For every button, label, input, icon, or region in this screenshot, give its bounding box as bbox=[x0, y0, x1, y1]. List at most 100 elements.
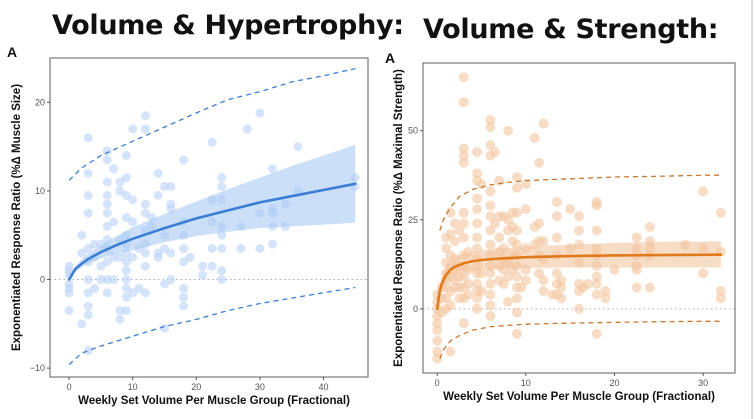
hypertrophy-data-point bbox=[102, 257, 112, 267]
hypertrophy-data-point bbox=[96, 261, 106, 271]
hypertrophy-data-point bbox=[115, 186, 125, 196]
strength-data-point bbox=[644, 221, 655, 232]
strength-data-point bbox=[445, 300, 456, 311]
strength-data-point bbox=[458, 157, 469, 168]
strength-prediction-lower bbox=[439, 320, 721, 359]
strength-data-point bbox=[485, 200, 496, 211]
hypertrophy-data-point bbox=[207, 244, 217, 254]
hypertrophy-data-point bbox=[236, 244, 246, 254]
strength-data-point bbox=[520, 179, 531, 190]
hypertrophy-data-point bbox=[83, 275, 93, 285]
strength-y-tick-label: 0 bbox=[413, 304, 418, 314]
strength-data-point bbox=[511, 307, 522, 318]
hypertrophy-data-point bbox=[121, 275, 131, 285]
hypertrophy-data-point bbox=[109, 275, 119, 285]
strength-data-point bbox=[472, 303, 483, 314]
strength-data-point bbox=[485, 115, 496, 126]
strength-data-point bbox=[485, 239, 496, 250]
hypertrophy-data-point bbox=[102, 288, 112, 298]
strength-data-point bbox=[445, 229, 456, 240]
hypertrophy-data-point bbox=[64, 261, 74, 271]
hypertrophy-data-point bbox=[102, 199, 112, 209]
hypertrophy-data-point bbox=[140, 208, 150, 218]
strength-x-tick-label: 0 bbox=[435, 378, 440, 388]
strength-data-point bbox=[485, 186, 496, 197]
strength-data-point bbox=[458, 143, 469, 154]
strength-data-point bbox=[449, 236, 460, 247]
hypertrophy-data-point bbox=[83, 288, 93, 298]
strength-data-point bbox=[472, 218, 483, 229]
strength-data-point bbox=[458, 218, 469, 229]
hypertrophy-data-point bbox=[179, 244, 189, 254]
strength-data-point bbox=[503, 271, 514, 282]
hypertrophy-data-point bbox=[77, 319, 87, 329]
strength-x-tick-label: 10 bbox=[521, 378, 531, 388]
strength-data-point bbox=[476, 268, 487, 279]
hypertrophy-x-tick-label: 40 bbox=[318, 382, 328, 392]
strength-x-tick-label: 20 bbox=[609, 378, 619, 388]
strength-data-point bbox=[529, 132, 540, 143]
hypertrophy-data-point bbox=[255, 108, 265, 118]
strength-data-point bbox=[551, 211, 562, 222]
strength-data-point bbox=[551, 268, 562, 279]
strength-data-point bbox=[600, 286, 611, 297]
strength-data-point bbox=[472, 168, 483, 179]
hypertrophy-data-point bbox=[179, 155, 189, 165]
hypertrophy-data-point bbox=[128, 217, 138, 227]
hypertrophy-data-point bbox=[128, 252, 138, 262]
hypertrophy-data-point bbox=[109, 164, 119, 174]
hypertrophy-data-point bbox=[166, 275, 176, 285]
strength-data-point bbox=[511, 271, 522, 282]
hypertrophy-data-point bbox=[179, 301, 189, 311]
hypertrophy-data-point bbox=[102, 221, 112, 231]
strength-data-point bbox=[432, 318, 443, 329]
hypertrophy-data-point bbox=[217, 266, 227, 276]
strength-data-point bbox=[432, 353, 443, 364]
strength-data-point bbox=[534, 157, 545, 168]
hypertrophy-prediction-lower bbox=[68, 286, 356, 366]
strength-data-point bbox=[485, 278, 496, 289]
hypertrophy-data-point bbox=[109, 217, 119, 227]
strength-data-point bbox=[485, 211, 496, 222]
hypertrophy-panel-label: A bbox=[7, 44, 18, 60]
strength-data-point bbox=[485, 310, 496, 321]
strength-data-point bbox=[485, 225, 496, 236]
hypertrophy-data-point bbox=[121, 173, 131, 183]
strength-data-point bbox=[556, 282, 567, 293]
hypertrophy-data-point bbox=[207, 261, 217, 271]
hypertrophy-data-point bbox=[64, 306, 74, 316]
strength-data-point bbox=[472, 204, 483, 215]
hypertrophy-heading: Volume & Hypertrophy: bbox=[52, 10, 404, 41]
strength-data-point bbox=[445, 346, 456, 357]
hypertrophy-data-point bbox=[159, 244, 169, 254]
hypertrophy-data-point bbox=[140, 288, 150, 298]
hypertrophy-y-tick-label: −10 bbox=[30, 363, 45, 373]
strength-data-point bbox=[498, 278, 509, 289]
hypertrophy-data-point bbox=[102, 177, 112, 187]
strength-data-point bbox=[534, 218, 545, 229]
hypertrophy-x-tick-label: 20 bbox=[191, 382, 201, 392]
strength-data-point bbox=[600, 293, 611, 304]
strength-data-point bbox=[463, 278, 474, 289]
hypertrophy-data-point bbox=[153, 168, 163, 178]
strength-y-axis-label: Exponentiated Response Ratio (%Δ Maximal… bbox=[393, 69, 405, 367]
strength-data-point bbox=[574, 303, 584, 314]
strength-data-point bbox=[432, 335, 443, 346]
hypertrophy-data-point bbox=[121, 150, 131, 160]
hypertrophy-chart: 0 10 20 30 40 −10 0 10 20 Weekly Set Volume Per M… bbox=[11, 57, 369, 407]
strength-data-point bbox=[631, 282, 642, 293]
hypertrophy-data-point bbox=[159, 181, 169, 191]
strength-data-point bbox=[472, 293, 483, 304]
hypertrophy-plot-frame bbox=[49, 57, 369, 378]
hypertrophy-data-point bbox=[179, 283, 189, 293]
hypertrophy-data-point bbox=[115, 252, 125, 262]
strength-data-point bbox=[551, 232, 562, 243]
hypertrophy-data-point bbox=[77, 248, 87, 258]
hypertrophy-data-point bbox=[83, 345, 93, 355]
hypertrophy-data-point bbox=[217, 181, 227, 191]
strength-data-point bbox=[591, 289, 602, 300]
hypertrophy-data-point bbox=[293, 142, 303, 152]
strength-data-point bbox=[458, 232, 469, 243]
strength-data-point bbox=[458, 72, 469, 83]
